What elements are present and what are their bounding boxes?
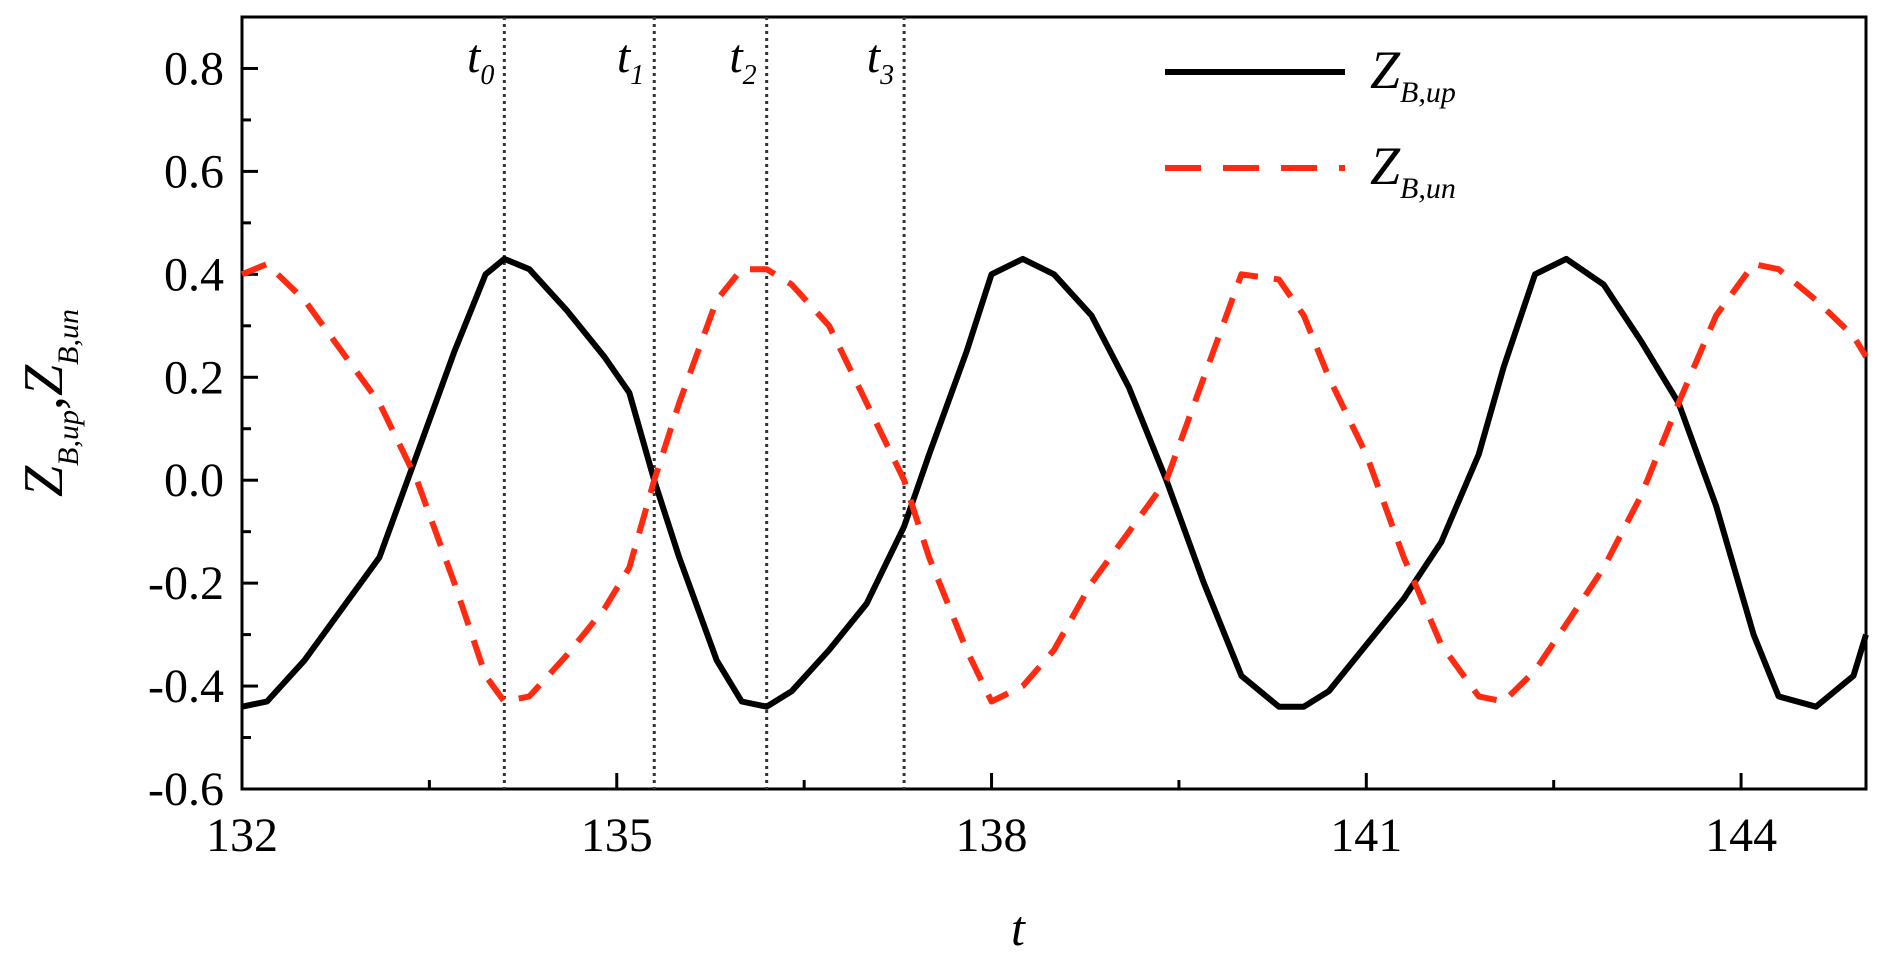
series-group	[240, 255, 1869, 710]
y-tick-label: 0.2	[164, 351, 224, 404]
y-tick-label: 0.8	[164, 42, 224, 95]
y-axis-title: ZB,up,ZB,un	[13, 309, 85, 497]
y-tick-label: -0.2	[148, 557, 224, 610]
plot-frame	[240, 15, 1868, 791]
vertical-marker-label: t0	[467, 30, 494, 91]
x-tick-label: 141	[1330, 809, 1402, 862]
vertical-marker-label: t2	[729, 30, 756, 91]
svg-text:ZB,up,ZB,un: ZB,up,ZB,un	[13, 309, 85, 497]
x-tick-label: 144	[1705, 809, 1777, 862]
y-axis-title-sub-1: B,up	[52, 410, 85, 466]
y-axis-title-main-1: Z	[13, 465, 75, 497]
x-axis-title: t	[1011, 900, 1026, 954]
y-axis-title-sep: ,	[13, 396, 75, 410]
vertical-marker-label: t1	[617, 30, 644, 91]
x-tick-label: 135	[581, 809, 653, 862]
legend-label-1: ZB,up	[1370, 40, 1456, 109]
legend-label-2: ZB,un	[1370, 136, 1456, 205]
y-tick-label: -0.4	[148, 660, 224, 713]
legend: ZB,up ZB,un	[1165, 40, 1456, 205]
series-line-2	[240, 261, 1869, 705]
y-tick-label: -0.6	[148, 763, 224, 816]
y-tick-label: 0.6	[164, 145, 224, 198]
y-axis-title-sub-2: B,un	[52, 309, 85, 365]
vertical-marker-label: t3	[867, 30, 894, 91]
series-line-1	[241, 255, 1869, 710]
y-tick-label: 0.0	[164, 454, 224, 507]
x-tick-label: 138	[956, 809, 1028, 862]
vertical-markers: t0 t1 t2 t3	[467, 17, 906, 789]
y-tick-label: 0.4	[164, 248, 224, 301]
axis-ticks: 132 135 138 141 144 -0.6 -0.4 -0.2 0.0 0.2 0.4 0.6 0…	[148, 15, 1777, 862]
x-tick-label: 132	[206, 809, 278, 862]
y-axis-title-main-2: Z	[13, 364, 75, 396]
